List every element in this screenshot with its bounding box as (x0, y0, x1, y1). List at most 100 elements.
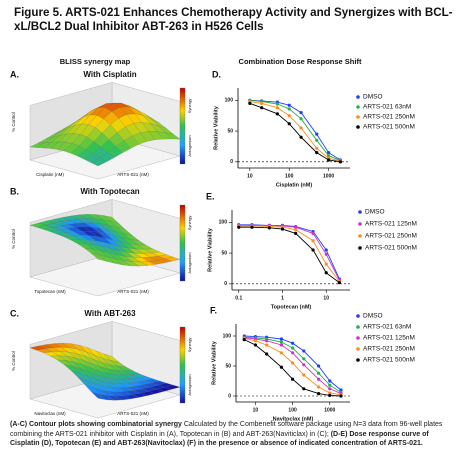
colorbar-label: Synergy (187, 338, 192, 353)
legend-marker (356, 125, 360, 129)
data-point (279, 351, 284, 355)
series-line (249, 99, 341, 162)
data-point (248, 101, 252, 105)
data-point (339, 388, 343, 392)
legend-label: DMSO (363, 313, 383, 320)
x-axis-label: Topotecan (nM) (34, 289, 66, 294)
data-point (279, 337, 284, 341)
panel-title: With ABT-263 (84, 309, 136, 318)
x-tick-label: 10 (247, 173, 253, 179)
data-point (315, 138, 319, 142)
z-axis-label: % Control (11, 112, 16, 132)
data-point (316, 364, 321, 368)
data-point (311, 239, 315, 243)
data-point (267, 226, 271, 230)
x-tick-label: 10 (253, 407, 259, 413)
data-point (294, 231, 298, 235)
data-point (291, 346, 295, 350)
panel-letter: E. (206, 191, 215, 201)
data-point (315, 146, 319, 150)
data-point (316, 392, 321, 396)
data-point (324, 252, 328, 256)
data-point (279, 343, 284, 347)
y-axis-label: ARTS-021 (nM) (117, 172, 149, 177)
colorbar-label: Antagonism (187, 135, 192, 157)
z-axis-label: % Control (11, 351, 16, 371)
data-point (260, 106, 264, 110)
data-point (316, 377, 321, 381)
y-tick-label: 0 (230, 159, 233, 165)
legend-marker (358, 234, 362, 238)
data-point (242, 338, 246, 342)
y-tick-label: 0 (224, 281, 227, 287)
x-tick-label: 100 (285, 173, 294, 179)
legend-label: ARTS-021 125nM (363, 335, 415, 342)
data-point (299, 117, 303, 121)
x-axis-label: Navitoclax (nM) (273, 416, 314, 422)
data-point (315, 132, 319, 136)
data-point (265, 339, 269, 343)
data-point (291, 351, 295, 355)
legend-marker (356, 358, 360, 362)
legend-label: ARTS-021 250nM (365, 233, 417, 240)
data-point (275, 112, 279, 116)
data-point (302, 373, 306, 377)
data-point (337, 281, 341, 285)
colorbar-label: Antagonism (187, 252, 192, 274)
caption-bold: (A-C) Contour plots showing combinatoria… (10, 421, 182, 428)
x-tick-label: 10 (323, 295, 329, 301)
right-heading: Combination Dose Response Shift (239, 57, 362, 66)
colorbar-label: Antagonism (187, 374, 192, 396)
data-point (324, 271, 328, 275)
caption: (A-C) Contour plots showing combinatoria… (10, 420, 460, 449)
legend-marker (358, 246, 362, 250)
data-point (275, 106, 279, 110)
data-point (302, 363, 306, 367)
colorbar (179, 204, 186, 282)
legend-label: ARTS-021 500nM (363, 357, 415, 364)
data-point (287, 114, 291, 118)
series-line (249, 101, 341, 162)
y-tick-label: 100 (219, 220, 228, 226)
legend-label: ARTS-021 63nM (363, 324, 411, 331)
left-heading: BLISS synergy map (60, 57, 131, 66)
legend-label: ARTS-021 63nM (363, 104, 411, 111)
data-point (328, 379, 332, 383)
data-point (260, 101, 264, 105)
y-tick-label: 0 (228, 393, 231, 399)
colorbar (179, 326, 186, 404)
panel-title: With Cisplatin (83, 70, 136, 79)
panel-letter: F. (210, 305, 217, 315)
data-point (311, 248, 315, 252)
data-point (294, 225, 298, 229)
data-point (316, 385, 321, 389)
y-tick-label: 100 (225, 98, 234, 104)
data-point (328, 391, 332, 395)
x-axis-label: Navitoclax (nM) (34, 411, 66, 416)
y-tick-label: 50 (221, 250, 227, 256)
legend-label: ARTS-021 500nM (365, 245, 417, 252)
caption-bold: (D-E) Dose response curve of Cisplatin (… (10, 430, 429, 448)
data-point (237, 225, 241, 229)
series-line (238, 225, 340, 282)
series-line (244, 337, 342, 395)
legend-marker (356, 336, 360, 340)
data-point (299, 135, 303, 139)
legend-label: ARTS-021 250nM (363, 346, 415, 353)
data-point (326, 151, 331, 155)
panel-letter: B. (10, 186, 19, 196)
y-axis-label: ARTS-021 (nM) (117, 411, 149, 416)
legend-label: DMSO (363, 94, 383, 101)
x-axis-label: Cisplatin (nM) (36, 172, 64, 177)
surface-patch (90, 253, 107, 262)
series-line (238, 226, 340, 283)
y-axis-label: ARTS-021 (nM) (117, 289, 149, 294)
series-line (249, 102, 341, 163)
y-tick-label: 100 (223, 333, 232, 339)
panel-letter: C. (10, 308, 19, 318)
data-point (279, 340, 284, 344)
legend-label: ARTS-021 500nM (363, 124, 415, 131)
y-tick-label: 50 (227, 128, 233, 134)
data-point (326, 158, 331, 162)
